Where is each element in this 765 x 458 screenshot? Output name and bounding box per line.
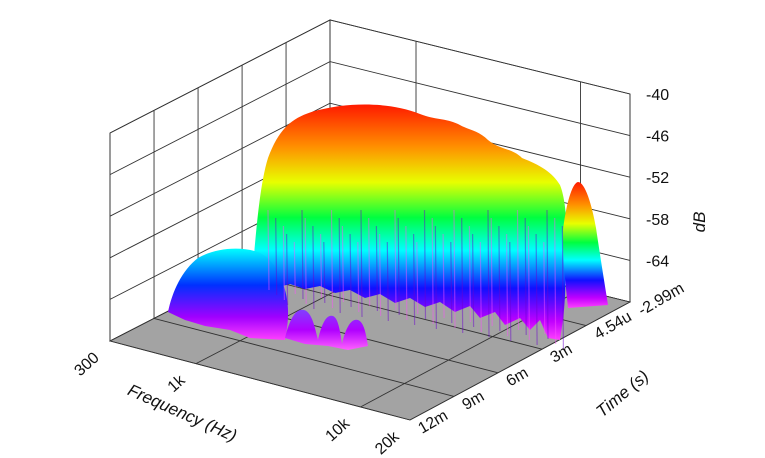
decay-streak <box>423 209 427 320</box>
y-tick-label: -2.99m <box>636 280 688 320</box>
decay-streak <box>431 217 434 325</box>
z-tick-label: -64 <box>646 253 669 270</box>
decay-streak <box>323 241 326 304</box>
decay-streak <box>453 209 456 329</box>
decay-streak <box>341 225 344 303</box>
decay-streak <box>293 241 296 295</box>
high-frequency-peak <box>562 182 608 308</box>
z-tick-label: -46 <box>646 129 669 146</box>
decay-streak <box>490 217 493 327</box>
y-tick-label: 3m <box>548 341 576 367</box>
decay-streak <box>442 233 445 319</box>
decay-streak <box>554 217 557 345</box>
x-floor-gridline <box>409 301 631 421</box>
decay-streak <box>394 209 397 311</box>
decay-streak <box>360 209 363 318</box>
decay-streak <box>397 217 400 316</box>
decay-streak <box>509 241 512 342</box>
ripple-bumps <box>285 309 368 350</box>
decay-streak <box>498 225 501 332</box>
decay-streak <box>282 225 285 301</box>
decay-streak <box>450 241 453 324</box>
decay-streak <box>330 209 334 309</box>
y-axis-title: Time (s) <box>593 367 653 422</box>
low-frequency-dome <box>168 248 289 340</box>
decay-streak <box>468 225 471 323</box>
x-tick-label: 1k <box>165 371 190 396</box>
decay-streak <box>461 217 464 334</box>
decay-streak <box>413 233 416 326</box>
y-floor-gridline <box>241 272 543 350</box>
decay-streak <box>379 233 382 317</box>
decay-streak <box>524 217 527 336</box>
z-tick-label: -40 <box>646 87 669 104</box>
decay-streak <box>561 225 565 350</box>
decay-streak <box>368 217 371 307</box>
z-tick-label: -52 <box>646 170 669 187</box>
main-decay-surface <box>250 104 568 340</box>
decay-streak <box>527 225 531 341</box>
decay-streak <box>434 225 437 330</box>
decay-streak <box>286 233 289 306</box>
y-floor-gridline <box>153 317 455 397</box>
spectrum-surface <box>168 104 608 350</box>
decay-streak <box>479 241 482 333</box>
decay-streaks <box>267 209 565 350</box>
y-tick-label: 9m <box>460 388 488 414</box>
decay-streak <box>506 233 509 337</box>
decay-streak <box>267 209 270 291</box>
z-axis-ticks: -40 -46 -52 -58 -64 <box>646 87 669 270</box>
decay-streak <box>487 209 490 338</box>
decay-streak <box>312 225 315 310</box>
decay-streak <box>301 209 304 300</box>
z-axis-title: dB <box>690 212 709 233</box>
decay-streak <box>472 233 475 328</box>
decay-streak <box>375 225 378 312</box>
decay-streak <box>275 217 278 296</box>
decay-streak <box>405 225 408 321</box>
decay-streak <box>320 233 323 299</box>
decay-streak <box>357 241 360 313</box>
y-tick-label: 6m <box>504 364 532 390</box>
y-floor-gridline <box>109 340 411 421</box>
decay-streak <box>386 241 389 322</box>
decay-streak <box>338 217 341 314</box>
z-tick-label: -58 <box>646 212 669 229</box>
decay-streak <box>543 241 546 335</box>
decay-streak <box>516 209 520 331</box>
x-tick-label: 300 <box>71 349 102 380</box>
decay-streak <box>546 209 549 340</box>
x-tick-label: 10k <box>323 415 354 446</box>
decay-streak <box>535 233 538 346</box>
decay-streak <box>304 217 307 305</box>
decay-streak <box>416 241 419 315</box>
x-tick-label: 20k <box>372 428 403 458</box>
decay-streak <box>349 233 352 308</box>
